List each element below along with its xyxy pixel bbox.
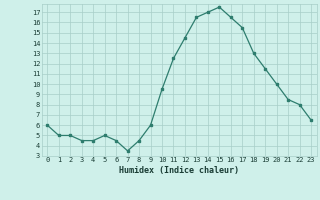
X-axis label: Humidex (Indice chaleur): Humidex (Indice chaleur): [119, 166, 239, 175]
